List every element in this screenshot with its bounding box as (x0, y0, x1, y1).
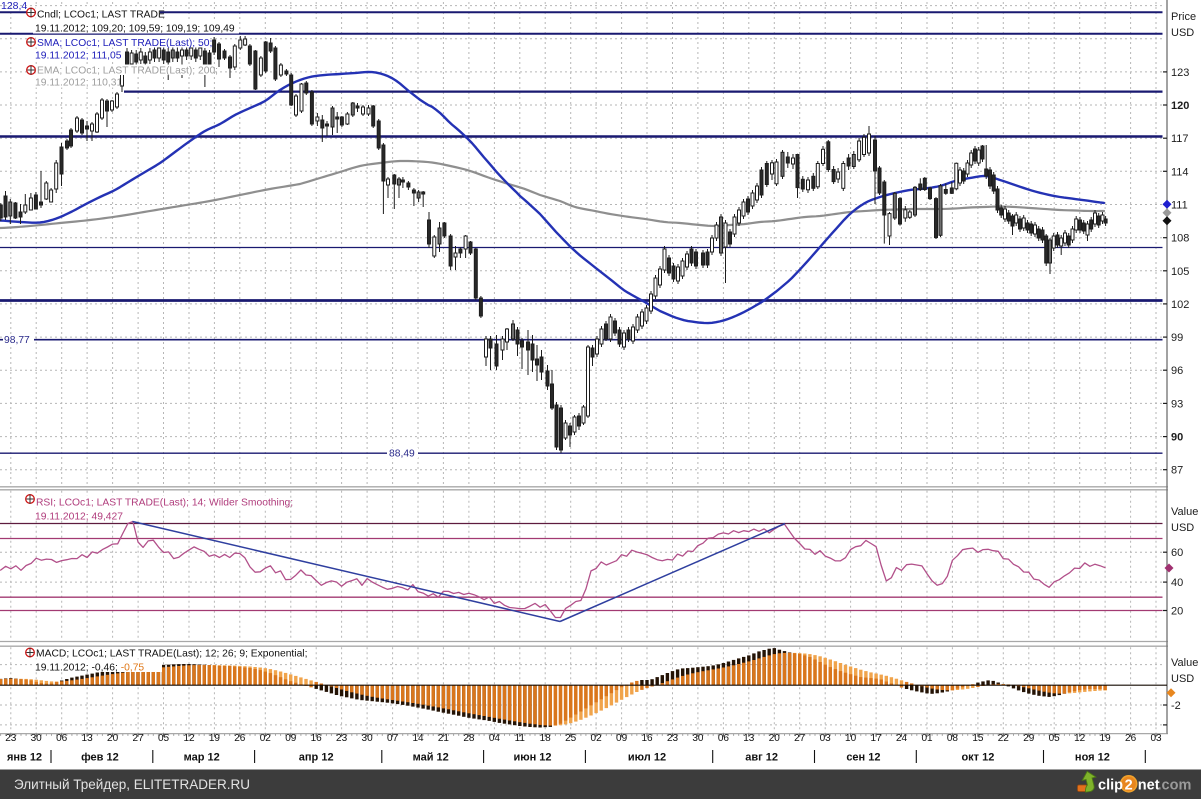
svg-text:23: 23 (336, 733, 348, 744)
svg-text:105: 105 (1171, 266, 1189, 278)
svg-text:04: 04 (489, 733, 501, 744)
svg-text:03: 03 (820, 733, 832, 744)
svg-text:19.11.2012; 110,31: 19.11.2012; 110,31 (35, 78, 122, 89)
svg-text:EMA; LCOc1; LAST TRADE(Last);: EMA; LCOc1; LAST TRADE(Last); 200; (37, 66, 218, 77)
svg-text:06: 06 (718, 733, 730, 744)
svg-text:19.11.2012; 109,20; 109,59; 10: 19.11.2012; 109,20; 109,59; 109,19; 109,… (35, 24, 235, 35)
svg-text:16: 16 (311, 733, 323, 744)
svg-text:60: 60 (1171, 547, 1183, 559)
svg-text:23: 23 (667, 733, 679, 744)
svg-text:128,4: 128,4 (1, 0, 27, 12)
svg-text:Cndl; LCOc1; LAST TRADE: Cndl; LCOc1; LAST TRADE (37, 10, 165, 21)
svg-text:20: 20 (107, 733, 119, 744)
svg-text:MACD; LCOc1; LAST TRADE(Last);: MACD; LCOc1; LAST TRADE(Last); 12; 26; 9… (36, 649, 307, 660)
svg-text:98,77: 98,77 (4, 335, 30, 346)
svg-text:08: 08 (947, 733, 959, 744)
svg-text:-2: -2 (1171, 700, 1181, 712)
svg-text:120: 120 (1171, 100, 1189, 112)
svg-text:87: 87 (1171, 465, 1183, 477)
svg-text:117: 117 (1171, 133, 1189, 145)
svg-text:.com: .com (1158, 778, 1192, 794)
svg-text:12: 12 (1074, 733, 1086, 744)
svg-text:99: 99 (1171, 332, 1183, 344)
svg-text:14: 14 (412, 733, 424, 744)
svg-text:07: 07 (387, 733, 399, 744)
svg-text:03: 03 (1150, 733, 1162, 744)
svg-text:30: 30 (362, 733, 374, 744)
svg-text:15: 15 (972, 733, 984, 744)
svg-text:40: 40 (1171, 577, 1183, 589)
svg-text:27: 27 (794, 733, 806, 744)
svg-text:22: 22 (998, 733, 1010, 744)
svg-text:30: 30 (692, 733, 704, 744)
svg-text:RSI; LCOc1; LAST TRADE(Last);: RSI; LCOc1; LAST TRADE(Last); 14; Wilder… (36, 498, 293, 509)
svg-text:20: 20 (1171, 606, 1183, 618)
svg-text:19: 19 (209, 733, 221, 744)
svg-text:clip: clip (1098, 778, 1123, 794)
svg-text:окт 12: окт 12 (961, 752, 994, 764)
svg-text:12: 12 (183, 733, 195, 744)
svg-text:USD: USD (1171, 27, 1194, 39)
svg-text:июн 12: июн 12 (513, 752, 551, 764)
svg-text:02: 02 (260, 733, 272, 744)
svg-text:05: 05 (1049, 733, 1061, 744)
svg-text:27: 27 (133, 733, 145, 744)
svg-text:июл 12: июл 12 (628, 752, 666, 764)
svg-text:28: 28 (463, 733, 475, 744)
svg-text:11: 11 (515, 733, 526, 744)
svg-text:фев 12: фев 12 (81, 752, 119, 764)
svg-text:май 12: май 12 (413, 752, 449, 764)
svg-text:мар 12: мар 12 (184, 752, 220, 764)
svg-text:19.11.2012; 111,05: 19.11.2012; 111,05 (35, 51, 122, 62)
svg-text:апр 12: апр 12 (299, 752, 334, 764)
svg-text:93: 93 (1171, 398, 1183, 410)
svg-text:19.11.2012; 49,427: 19.11.2012; 49,427 (35, 512, 123, 523)
svg-text:USD: USD (1171, 522, 1194, 534)
svg-text:29: 29 (1023, 733, 1035, 744)
svg-text:Price: Price (1171, 11, 1196, 23)
svg-text:108: 108 (1171, 233, 1189, 245)
svg-text:123: 123 (1171, 67, 1189, 79)
svg-text:USD: USD (1171, 673, 1194, 685)
svg-text:19.11.2012; -0,46; -0,75: 19.11.2012; -0,46; -0,75 (35, 663, 144, 674)
svg-text:09: 09 (285, 733, 297, 744)
svg-text:02: 02 (591, 733, 603, 744)
svg-text:21: 21 (438, 733, 450, 744)
svg-text:Value: Value (1171, 657, 1198, 669)
svg-text:Элитный Трейдер, ELITETRADER.R: Элитный Трейдер, ELITETRADER.RU (14, 777, 250, 792)
svg-text:26: 26 (234, 733, 246, 744)
svg-text:25: 25 (565, 733, 577, 744)
svg-text:20: 20 (769, 733, 781, 744)
svg-text:06: 06 (56, 733, 68, 744)
svg-text:30: 30 (31, 733, 43, 744)
svg-text:авг 12: авг 12 (745, 752, 778, 764)
svg-text:102: 102 (1171, 299, 1189, 311)
svg-text:09: 09 (616, 733, 628, 744)
svg-text:SMA; LCOc1; LAST TRADE(Last);: SMA; LCOc1; LAST TRADE(Last); 50; (37, 38, 212, 49)
svg-text:24: 24 (896, 733, 908, 744)
svg-text:13: 13 (82, 733, 94, 744)
svg-text:2: 2 (1125, 778, 1133, 794)
svg-text:10: 10 (845, 733, 857, 744)
svg-text:сен 12: сен 12 (846, 752, 880, 764)
svg-text:19: 19 (1100, 733, 1112, 744)
svg-text:111: 111 (1171, 200, 1188, 212)
svg-text:114: 114 (1171, 166, 1189, 178)
svg-text:96: 96 (1171, 365, 1183, 377)
svg-text:88,49: 88,49 (389, 449, 415, 460)
svg-text:ноя 12: ноя 12 (1075, 752, 1110, 764)
svg-text:05: 05 (158, 733, 170, 744)
svg-text:13: 13 (743, 733, 755, 744)
svg-text:18: 18 (540, 733, 552, 744)
svg-text:Value: Value (1171, 506, 1198, 518)
svg-text:01: 01 (921, 733, 933, 744)
svg-text:net: net (1138, 778, 1160, 794)
svg-text:17: 17 (871, 733, 883, 744)
svg-text:90: 90 (1171, 432, 1183, 444)
svg-text:янв 12: янв 12 (7, 752, 42, 764)
svg-text:16: 16 (641, 733, 653, 744)
svg-text:26: 26 (1125, 733, 1137, 744)
svg-text:23: 23 (5, 733, 17, 744)
